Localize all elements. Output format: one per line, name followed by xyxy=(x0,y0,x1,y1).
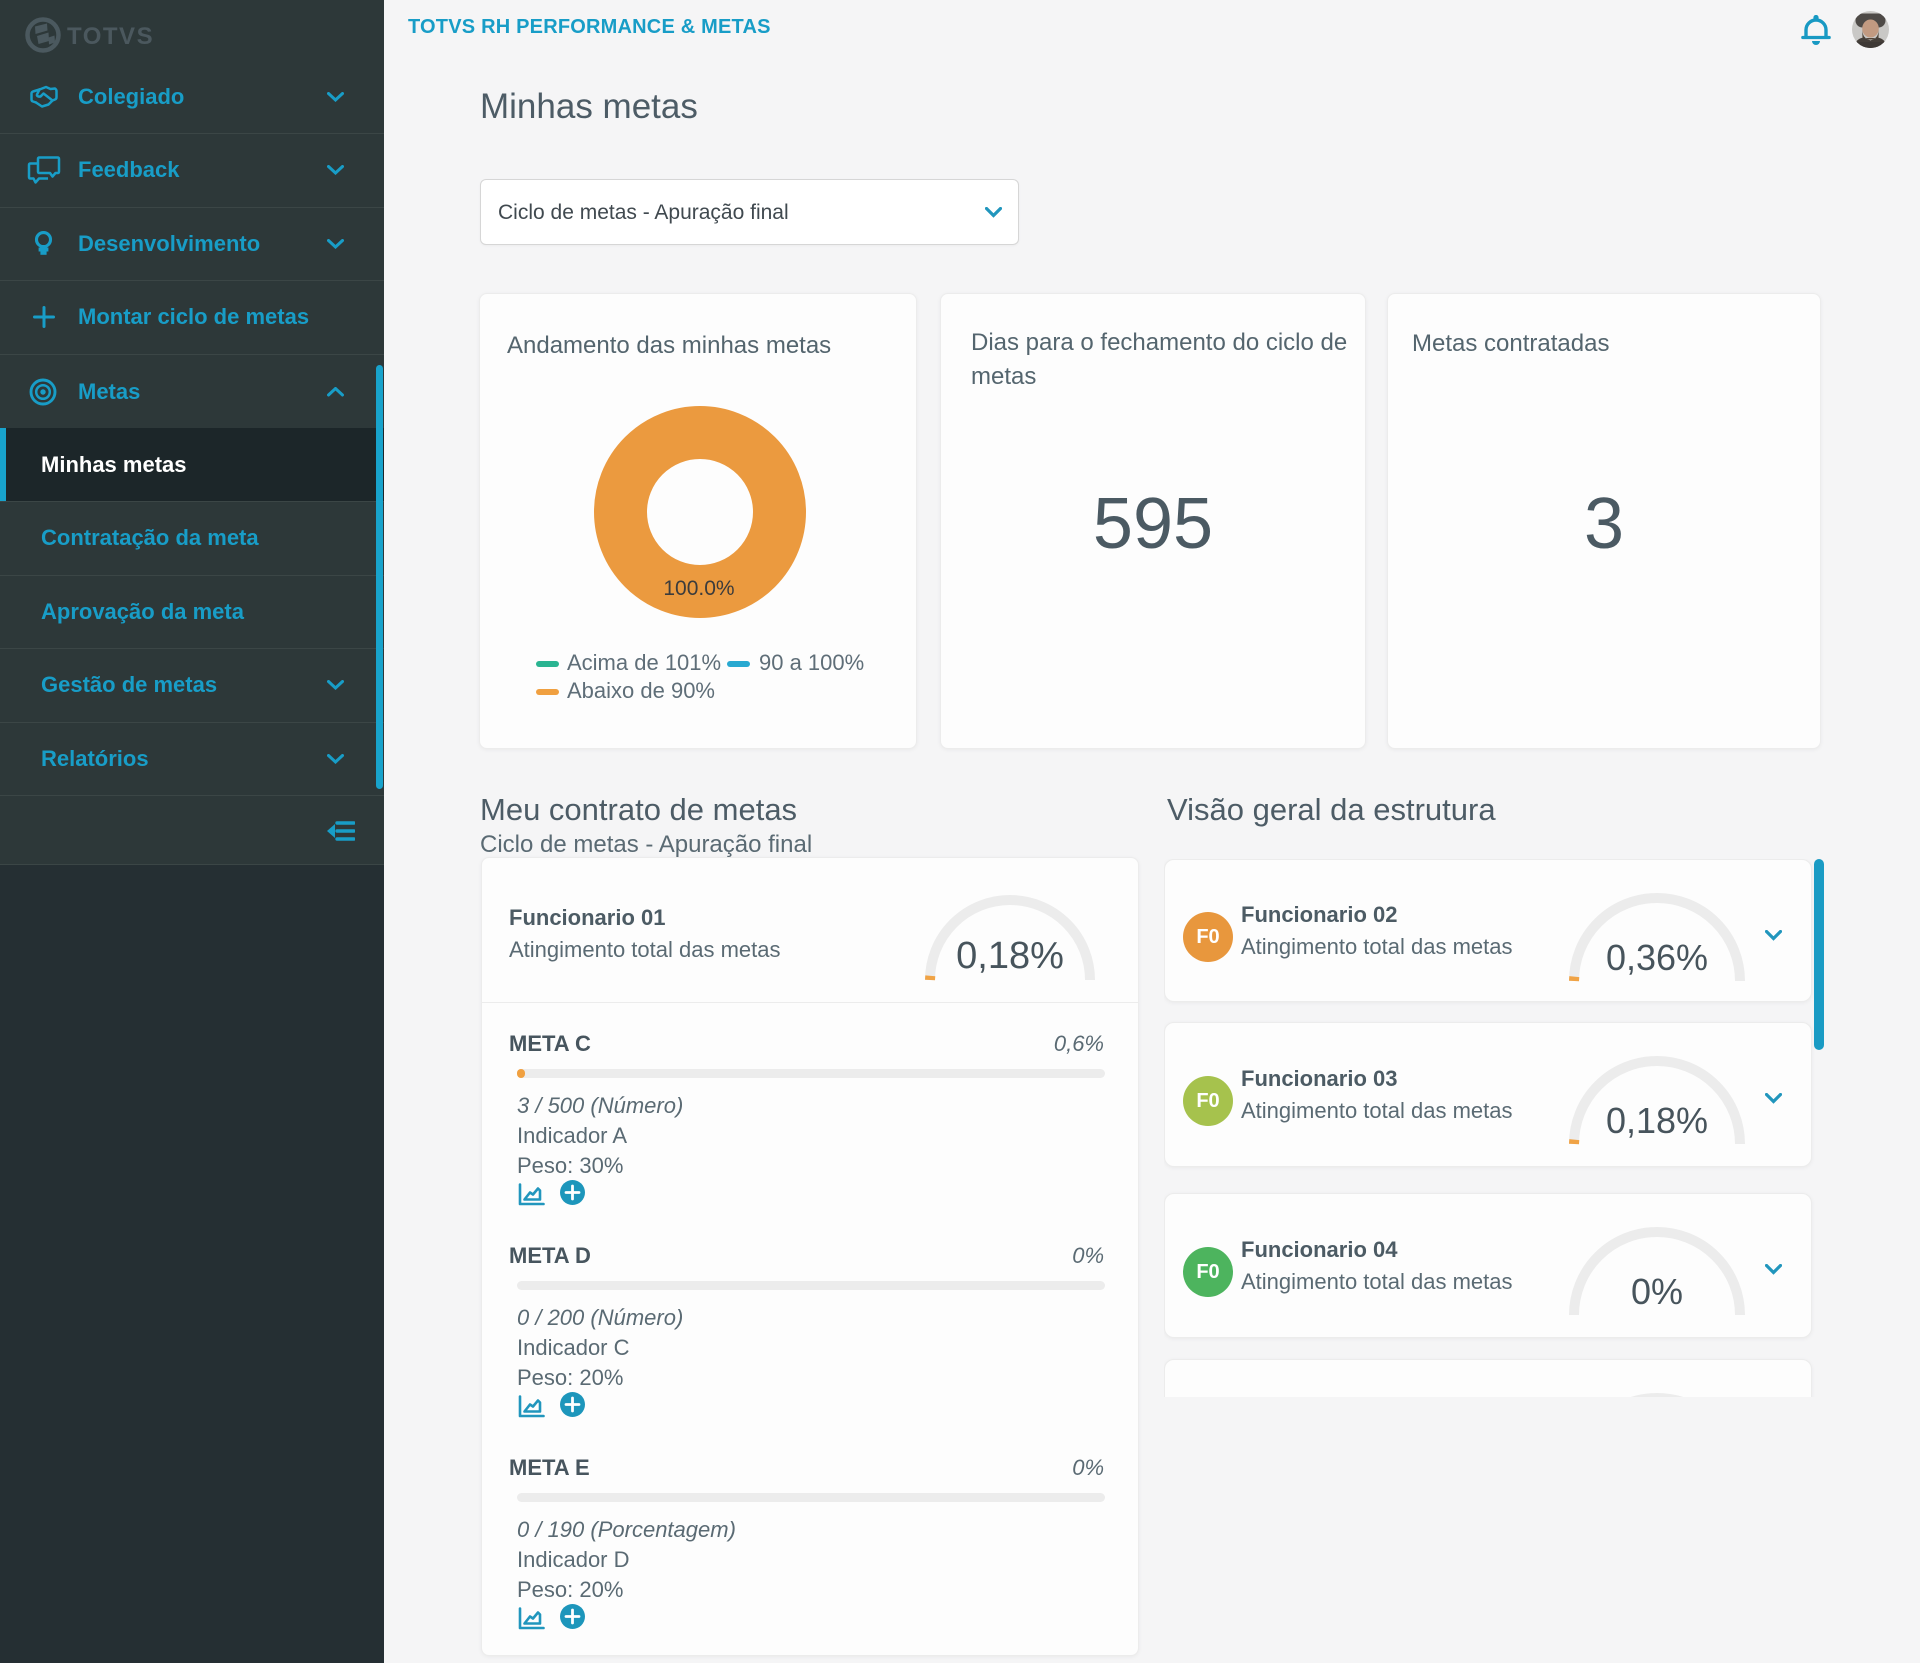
svg-text:TOTVS: TOTVS xyxy=(67,23,154,50)
